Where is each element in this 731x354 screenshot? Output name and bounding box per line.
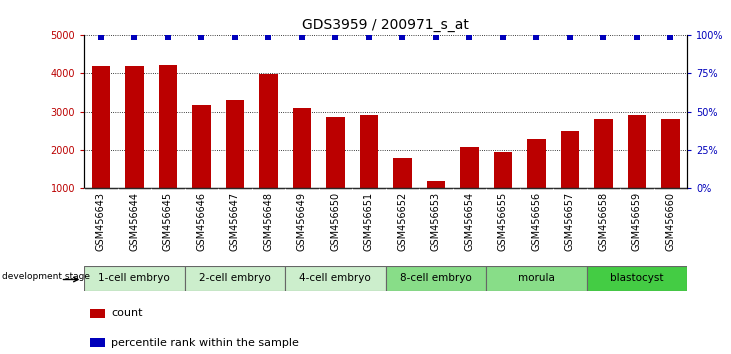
Text: GSM456647: GSM456647 — [230, 192, 240, 251]
Text: GSM456652: GSM456652 — [398, 192, 407, 251]
Text: GSM456644: GSM456644 — [129, 192, 140, 251]
Text: GSM456649: GSM456649 — [297, 192, 307, 251]
Bar — [561, 131, 579, 188]
Bar — [427, 181, 445, 188]
Bar — [393, 158, 412, 188]
Bar — [386, 266, 486, 291]
Bar — [661, 119, 680, 188]
Text: GSM456660: GSM456660 — [665, 192, 675, 251]
Bar — [527, 139, 545, 188]
Bar — [159, 65, 177, 188]
Bar — [292, 108, 311, 188]
Bar — [125, 66, 143, 188]
Title: GDS3959 / 200971_s_at: GDS3959 / 200971_s_at — [302, 18, 469, 32]
Text: GSM456650: GSM456650 — [330, 192, 341, 251]
Text: 4-cell embryo: 4-cell embryo — [300, 273, 371, 283]
Text: GSM456645: GSM456645 — [163, 192, 173, 251]
Bar — [259, 74, 278, 188]
Bar — [594, 119, 613, 188]
Bar — [285, 266, 386, 291]
Text: GSM456651: GSM456651 — [364, 192, 374, 251]
Bar — [486, 266, 587, 291]
Text: percentile rank within the sample: percentile rank within the sample — [111, 338, 299, 348]
Text: blastocyst: blastocyst — [610, 273, 664, 283]
Text: 8-cell embryo: 8-cell embryo — [400, 273, 471, 283]
Text: GSM456643: GSM456643 — [96, 192, 106, 251]
Text: GSM456655: GSM456655 — [498, 192, 508, 251]
Text: GSM456648: GSM456648 — [263, 192, 273, 251]
Bar — [628, 115, 646, 188]
Bar — [90, 338, 105, 347]
Bar — [460, 147, 479, 188]
Bar — [90, 309, 105, 318]
Text: GSM456657: GSM456657 — [565, 192, 575, 251]
Text: GSM456646: GSM456646 — [197, 192, 206, 251]
Text: morula: morula — [518, 273, 555, 283]
Text: GSM456659: GSM456659 — [632, 192, 642, 251]
Bar — [84, 266, 184, 291]
Bar — [184, 266, 285, 291]
Text: 1-cell embryo: 1-cell embryo — [99, 273, 170, 283]
Bar — [226, 100, 244, 188]
Bar — [360, 115, 378, 188]
Bar — [326, 117, 344, 188]
Bar — [587, 266, 687, 291]
Text: development stage: development stage — [1, 273, 90, 281]
Bar — [493, 152, 512, 188]
Text: GSM456654: GSM456654 — [464, 192, 474, 251]
Text: count: count — [111, 308, 143, 318]
Text: GSM456656: GSM456656 — [531, 192, 542, 251]
Bar — [192, 105, 211, 188]
Text: GSM456653: GSM456653 — [431, 192, 441, 251]
Text: 2-cell embryo: 2-cell embryo — [199, 273, 270, 283]
Text: GSM456658: GSM456658 — [599, 192, 608, 251]
Bar — [91, 66, 110, 188]
